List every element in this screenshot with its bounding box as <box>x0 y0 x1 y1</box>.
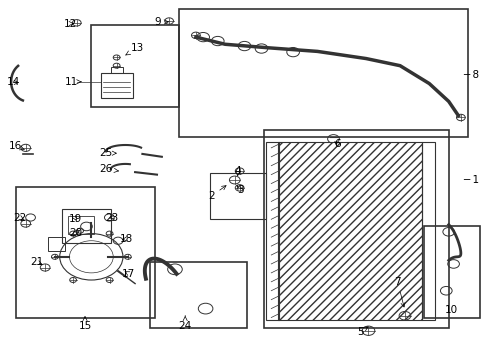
Bar <box>149 262 246 328</box>
Bar <box>264 130 448 328</box>
Text: 13: 13 <box>125 43 144 55</box>
Text: 21: 21 <box>30 257 43 267</box>
Bar <box>424 226 479 318</box>
Bar <box>62 208 111 243</box>
Text: 11: 11 <box>64 77 81 87</box>
Text: 15: 15 <box>78 316 91 331</box>
Text: 22: 22 <box>13 212 26 222</box>
Text: 25: 25 <box>99 148 116 158</box>
Text: 10: 10 <box>444 305 457 315</box>
Bar <box>91 24 179 107</box>
Text: 26: 26 <box>99 164 118 174</box>
Text: ─ 1: ─ 1 <box>462 175 478 185</box>
Text: 9: 9 <box>154 17 168 27</box>
Text: 2: 2 <box>208 186 225 201</box>
Text: 3: 3 <box>237 185 244 195</box>
Bar <box>210 173 266 219</box>
Text: 16: 16 <box>8 141 24 151</box>
Text: 24: 24 <box>178 316 191 332</box>
Text: 5: 5 <box>356 327 367 337</box>
Text: 20: 20 <box>69 228 82 238</box>
Text: 12: 12 <box>64 18 78 28</box>
Bar <box>422 142 434 320</box>
Bar <box>179 9 467 137</box>
Text: 17: 17 <box>122 269 135 279</box>
Text: 6: 6 <box>334 139 341 149</box>
Text: 23: 23 <box>105 212 119 222</box>
Text: 18: 18 <box>120 234 133 244</box>
Bar <box>266 142 278 320</box>
Text: 14: 14 <box>7 77 20 87</box>
Text: ─ 8: ─ 8 <box>462 69 478 80</box>
Text: 7: 7 <box>393 277 404 307</box>
Bar <box>68 216 94 234</box>
Bar <box>16 187 154 318</box>
Text: 4: 4 <box>234 166 241 176</box>
Text: 19: 19 <box>69 214 82 224</box>
Bar <box>277 142 422 320</box>
